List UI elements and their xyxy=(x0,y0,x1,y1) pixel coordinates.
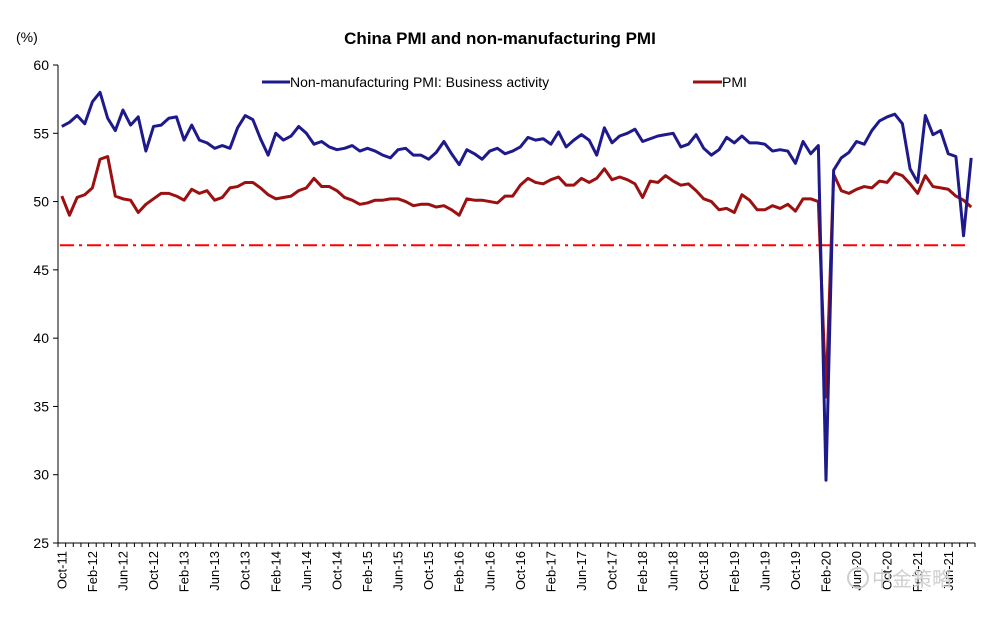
x-tick-label: Feb-19 xyxy=(727,551,742,592)
y-axis: 25 30 35 40 45 50 55 60 xyxy=(33,57,59,551)
watermark-text: 中金策略 xyxy=(872,567,952,591)
y-tick-label: 60 xyxy=(33,57,49,73)
x-tick-label: Jun-13 xyxy=(207,551,222,591)
x-tick-label: Oct-17 xyxy=(605,551,620,590)
legend-label-nonmanufacturing: Non-manufacturing PMI: Business activity xyxy=(290,74,549,90)
x-tick-label: Feb-15 xyxy=(360,551,375,592)
x-tick-label: Oct-15 xyxy=(421,551,436,590)
x-tick-label: Feb-13 xyxy=(177,551,192,592)
x-tick-label: Feb-12 xyxy=(85,551,100,592)
x-tick-label: Feb-16 xyxy=(452,551,467,592)
y-tick-label: 40 xyxy=(33,330,49,346)
legend: Non-manufacturing PMI: Business activity… xyxy=(262,74,747,90)
x-tick-label: Oct-16 xyxy=(513,551,528,590)
x-tick-label: Feb-21 xyxy=(910,551,925,592)
x-tick-label: Oct-11 xyxy=(54,551,69,589)
x-tick-label: Oct-19 xyxy=(788,551,803,590)
wechat-icon xyxy=(847,567,869,589)
x-tick-label: Feb-17 xyxy=(543,551,558,592)
y-tick-label: 45 xyxy=(33,262,49,278)
x-tick-label: Feb-14 xyxy=(268,551,283,592)
y-axis-unit: (%) xyxy=(16,29,38,45)
x-tick-label: Oct-20 xyxy=(880,551,895,590)
series-lines xyxy=(60,90,973,482)
x-tick-label: Jun-18 xyxy=(666,551,681,591)
x-tick-label: Jun-14 xyxy=(299,551,314,591)
x-axis: Oct-11 Feb-12 Jun-12 Oct-12 Feb-13 Jun-13 Oct-… xyxy=(54,542,976,592)
chart-title: China PMI and non-manufacturing PMI xyxy=(344,29,656,48)
series-line-pmi xyxy=(60,155,973,399)
y-tick-label: 50 xyxy=(33,194,49,210)
watermark: 中金策略 xyxy=(847,567,952,591)
x-tick-label: Oct-18 xyxy=(696,551,711,590)
x-tick-label: Feb-20 xyxy=(818,551,833,592)
y-tick-label: 55 xyxy=(33,125,49,141)
legend-label-pmi: PMI xyxy=(722,74,747,90)
x-tick-label: Jun-16 xyxy=(482,551,497,591)
x-tick-label: Feb-18 xyxy=(635,551,650,592)
x-tick-label: Oct-13 xyxy=(238,551,253,590)
y-tick-label: 25 xyxy=(33,535,49,551)
x-tick-label: Jun-12 xyxy=(115,551,130,591)
x-tick-label: Oct-12 xyxy=(146,551,161,590)
series-line-nonmanufacturing xyxy=(61,90,973,482)
y-tick-label: 35 xyxy=(33,398,49,414)
x-tick-label: Jun-19 xyxy=(757,551,772,591)
x-tick-label: Jun-17 xyxy=(574,551,589,591)
x-tick-label: Jun-20 xyxy=(849,551,864,591)
x-tick-label: Jun-15 xyxy=(391,551,406,591)
x-tick-label: Oct-14 xyxy=(329,551,344,590)
x-tick-label: Jun-21 xyxy=(941,551,956,591)
y-tick-label: 30 xyxy=(33,467,49,483)
